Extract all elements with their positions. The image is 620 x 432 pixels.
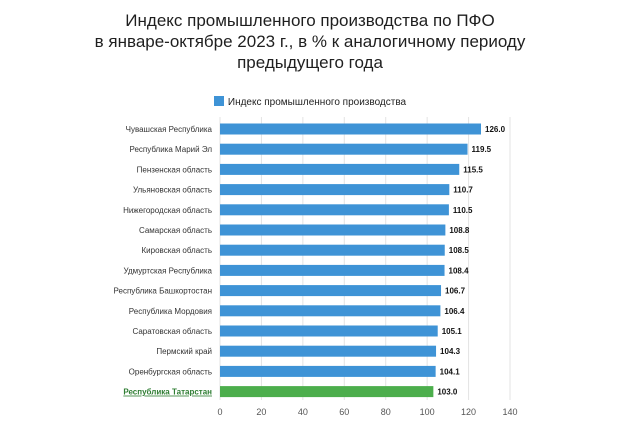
- value-label: 115.5: [463, 165, 483, 174]
- x-tick-label: 120: [461, 407, 476, 417]
- x-tick-label: 100: [420, 407, 435, 417]
- category-label: Республика Татарстан: [123, 388, 212, 397]
- category-label: Самарская область: [139, 226, 212, 235]
- legend-swatch: [213, 96, 224, 106]
- bar: [220, 143, 468, 155]
- category-label: Пермский край: [156, 347, 212, 356]
- bar: [220, 204, 449, 216]
- bar: [220, 285, 442, 297]
- value-label: 106.4: [444, 307, 465, 316]
- x-tick-label: 60: [339, 407, 349, 417]
- bar: [220, 386, 434, 398]
- category-label: Саратовская область: [132, 327, 212, 336]
- value-label: 103.0: [437, 388, 458, 397]
- category-label: Ульяновская область: [133, 186, 212, 195]
- x-tick-label: 80: [381, 407, 391, 417]
- value-label: 104.1: [440, 367, 461, 376]
- x-tick-label: 0: [217, 407, 222, 417]
- chart-title-line-2: в январе-октябре 2023 г., в % к аналогич…: [94, 32, 526, 51]
- category-label: Республика Марий Эл: [129, 145, 212, 154]
- value-label: 104.3: [440, 347, 461, 356]
- category-label: Удмуртская Республика: [124, 266, 213, 275]
- bar: [220, 184, 450, 196]
- category-label: Республика Башкортостан: [114, 287, 212, 296]
- value-label: 105.1: [442, 327, 463, 336]
- bar: [220, 325, 438, 337]
- chart-legend: Индекс промышленного производства: [0, 96, 620, 108]
- value-label: 108.8: [449, 226, 470, 235]
- bar: [220, 365, 436, 377]
- category-label: Пензенская область: [137, 165, 212, 174]
- chart-title-line-3: предыдущего года: [237, 53, 383, 72]
- bar: [220, 123, 481, 135]
- bar: [220, 244, 445, 256]
- chart-title: Индекс промышленного производства по ПФО…: [0, 10, 620, 73]
- category-label: Чувашская Республика: [126, 125, 213, 134]
- value-label: 119.5: [472, 145, 492, 154]
- category-label: Республика Мордовия: [129, 307, 212, 316]
- bar: [220, 345, 437, 357]
- value-label: 108.4: [449, 266, 470, 275]
- category-label: Нижегородская область: [123, 206, 212, 215]
- bar: [220, 224, 446, 236]
- bar: [220, 305, 441, 317]
- chart-title-line-1: Индекс промышленного производства по ПФО: [125, 11, 495, 30]
- value-label: 106.7: [445, 287, 466, 296]
- x-tick-label: 40: [298, 407, 308, 417]
- category-label: Кировская область: [142, 246, 213, 255]
- legend-label: Индекс промышленного производства: [227, 97, 407, 108]
- value-label: 126.0: [485, 125, 506, 134]
- bar: [220, 163, 460, 175]
- value-label: 110.7: [453, 186, 473, 195]
- x-tick-label: 20: [256, 407, 266, 417]
- category-label: Оренбургская область: [129, 367, 212, 376]
- value-label: 110.5: [453, 206, 473, 215]
- x-tick-label: 140: [502, 407, 517, 417]
- bar: [220, 264, 445, 276]
- value-label: 108.5: [449, 246, 470, 255]
